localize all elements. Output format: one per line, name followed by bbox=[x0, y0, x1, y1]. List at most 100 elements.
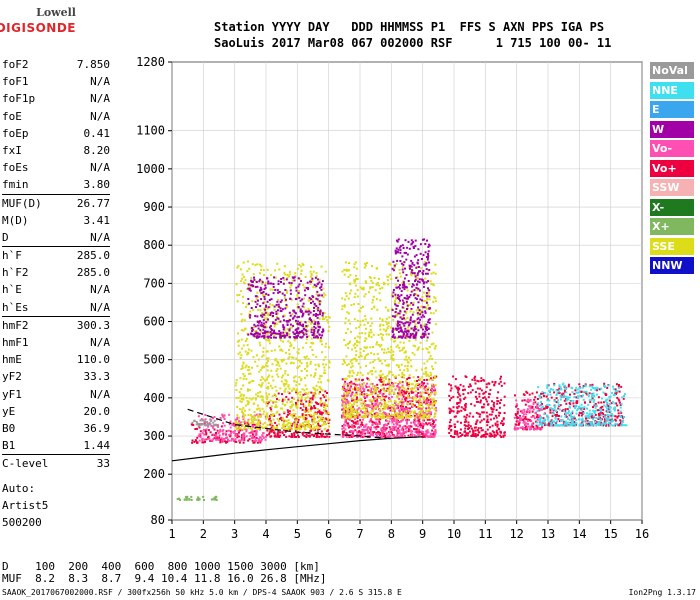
data-point bbox=[395, 413, 398, 416]
data-point bbox=[201, 438, 204, 441]
data-point bbox=[361, 374, 364, 377]
data-point bbox=[315, 424, 318, 427]
data-point bbox=[401, 318, 404, 320]
data-point bbox=[518, 420, 521, 422]
x-tick-label: 13 bbox=[541, 527, 555, 541]
data-point bbox=[235, 381, 238, 384]
data-point bbox=[406, 333, 409, 336]
data-point bbox=[392, 350, 395, 353]
data-point bbox=[603, 420, 606, 423]
data-point bbox=[364, 280, 367, 283]
data-point bbox=[251, 330, 254, 333]
data-point bbox=[352, 420, 355, 423]
data-point bbox=[386, 416, 389, 419]
data-point bbox=[348, 381, 351, 384]
data-point bbox=[297, 285, 300, 288]
data-point bbox=[364, 424, 367, 427]
data-point bbox=[367, 430, 370, 433]
data-point bbox=[523, 413, 526, 416]
data-point bbox=[410, 430, 413, 433]
data-point bbox=[398, 436, 401, 438]
data-point bbox=[242, 329, 245, 332]
data-point bbox=[480, 427, 483, 429]
data-point bbox=[344, 322, 347, 325]
data-point bbox=[303, 289, 306, 292]
data-point bbox=[563, 399, 566, 402]
data-point bbox=[585, 417, 588, 420]
data-point bbox=[267, 280, 270, 283]
data-point bbox=[427, 256, 429, 259]
data-point bbox=[272, 315, 274, 317]
data-point bbox=[395, 276, 398, 279]
data-point bbox=[419, 270, 422, 273]
data-point bbox=[363, 389, 366, 392]
data-point bbox=[384, 383, 387, 386]
data-point bbox=[353, 382, 356, 385]
data-point bbox=[382, 408, 385, 411]
data-point bbox=[398, 246, 401, 249]
data-point bbox=[278, 330, 281, 333]
data-point bbox=[241, 366, 244, 369]
data-point bbox=[244, 422, 246, 425]
data-point bbox=[281, 292, 284, 295]
data-point bbox=[372, 395, 374, 398]
data-point bbox=[469, 385, 472, 388]
data-point bbox=[373, 421, 376, 424]
data-point bbox=[410, 307, 413, 310]
data-point bbox=[407, 400, 409, 403]
data-point bbox=[390, 413, 393, 416]
data-point bbox=[288, 329, 291, 332]
data-point bbox=[353, 281, 356, 284]
data-point bbox=[325, 399, 327, 402]
data-point bbox=[419, 398, 421, 401]
data-point bbox=[362, 387, 365, 390]
data-point bbox=[344, 408, 347, 410]
data-point bbox=[288, 356, 291, 359]
x-tick-label: 9 bbox=[419, 527, 426, 541]
data-point bbox=[282, 422, 285, 424]
data-point bbox=[489, 418, 492, 421]
data-point bbox=[297, 277, 300, 280]
data-point bbox=[268, 338, 271, 341]
data-point bbox=[467, 385, 470, 388]
data-point bbox=[503, 404, 506, 407]
data-point bbox=[273, 332, 276, 335]
data-point bbox=[372, 366, 375, 369]
data-point bbox=[527, 423, 530, 425]
data-point bbox=[392, 353, 395, 356]
data-point bbox=[266, 397, 268, 400]
data-point bbox=[324, 390, 327, 393]
data-point bbox=[566, 408, 569, 411]
data-point bbox=[398, 323, 401, 326]
data-point bbox=[391, 336, 394, 338]
data-point bbox=[269, 423, 272, 426]
data-point bbox=[246, 389, 249, 392]
data-point bbox=[432, 312, 435, 315]
data-point bbox=[390, 381, 393, 384]
data-point bbox=[222, 437, 225, 440]
data-point bbox=[410, 365, 413, 368]
data-point bbox=[393, 301, 396, 304]
data-point bbox=[309, 399, 312, 402]
data-point bbox=[373, 276, 376, 279]
data-point bbox=[450, 387, 453, 390]
data-point bbox=[397, 427, 400, 430]
data-point bbox=[268, 374, 271, 377]
data-point bbox=[281, 308, 284, 311]
data-point bbox=[318, 409, 321, 412]
data-point bbox=[270, 410, 273, 413]
data-point bbox=[305, 338, 308, 341]
data-point bbox=[362, 428, 365, 431]
data-point bbox=[300, 398, 303, 401]
data-point bbox=[363, 340, 366, 342]
data-point bbox=[429, 401, 432, 403]
data-point bbox=[259, 414, 262, 416]
data-point bbox=[500, 436, 503, 438]
data-point bbox=[411, 400, 414, 403]
data-point bbox=[362, 418, 365, 421]
data-point bbox=[358, 341, 361, 344]
data-point bbox=[366, 415, 369, 418]
data-point bbox=[375, 423, 378, 425]
data-point bbox=[402, 410, 405, 413]
data-point bbox=[220, 425, 223, 428]
